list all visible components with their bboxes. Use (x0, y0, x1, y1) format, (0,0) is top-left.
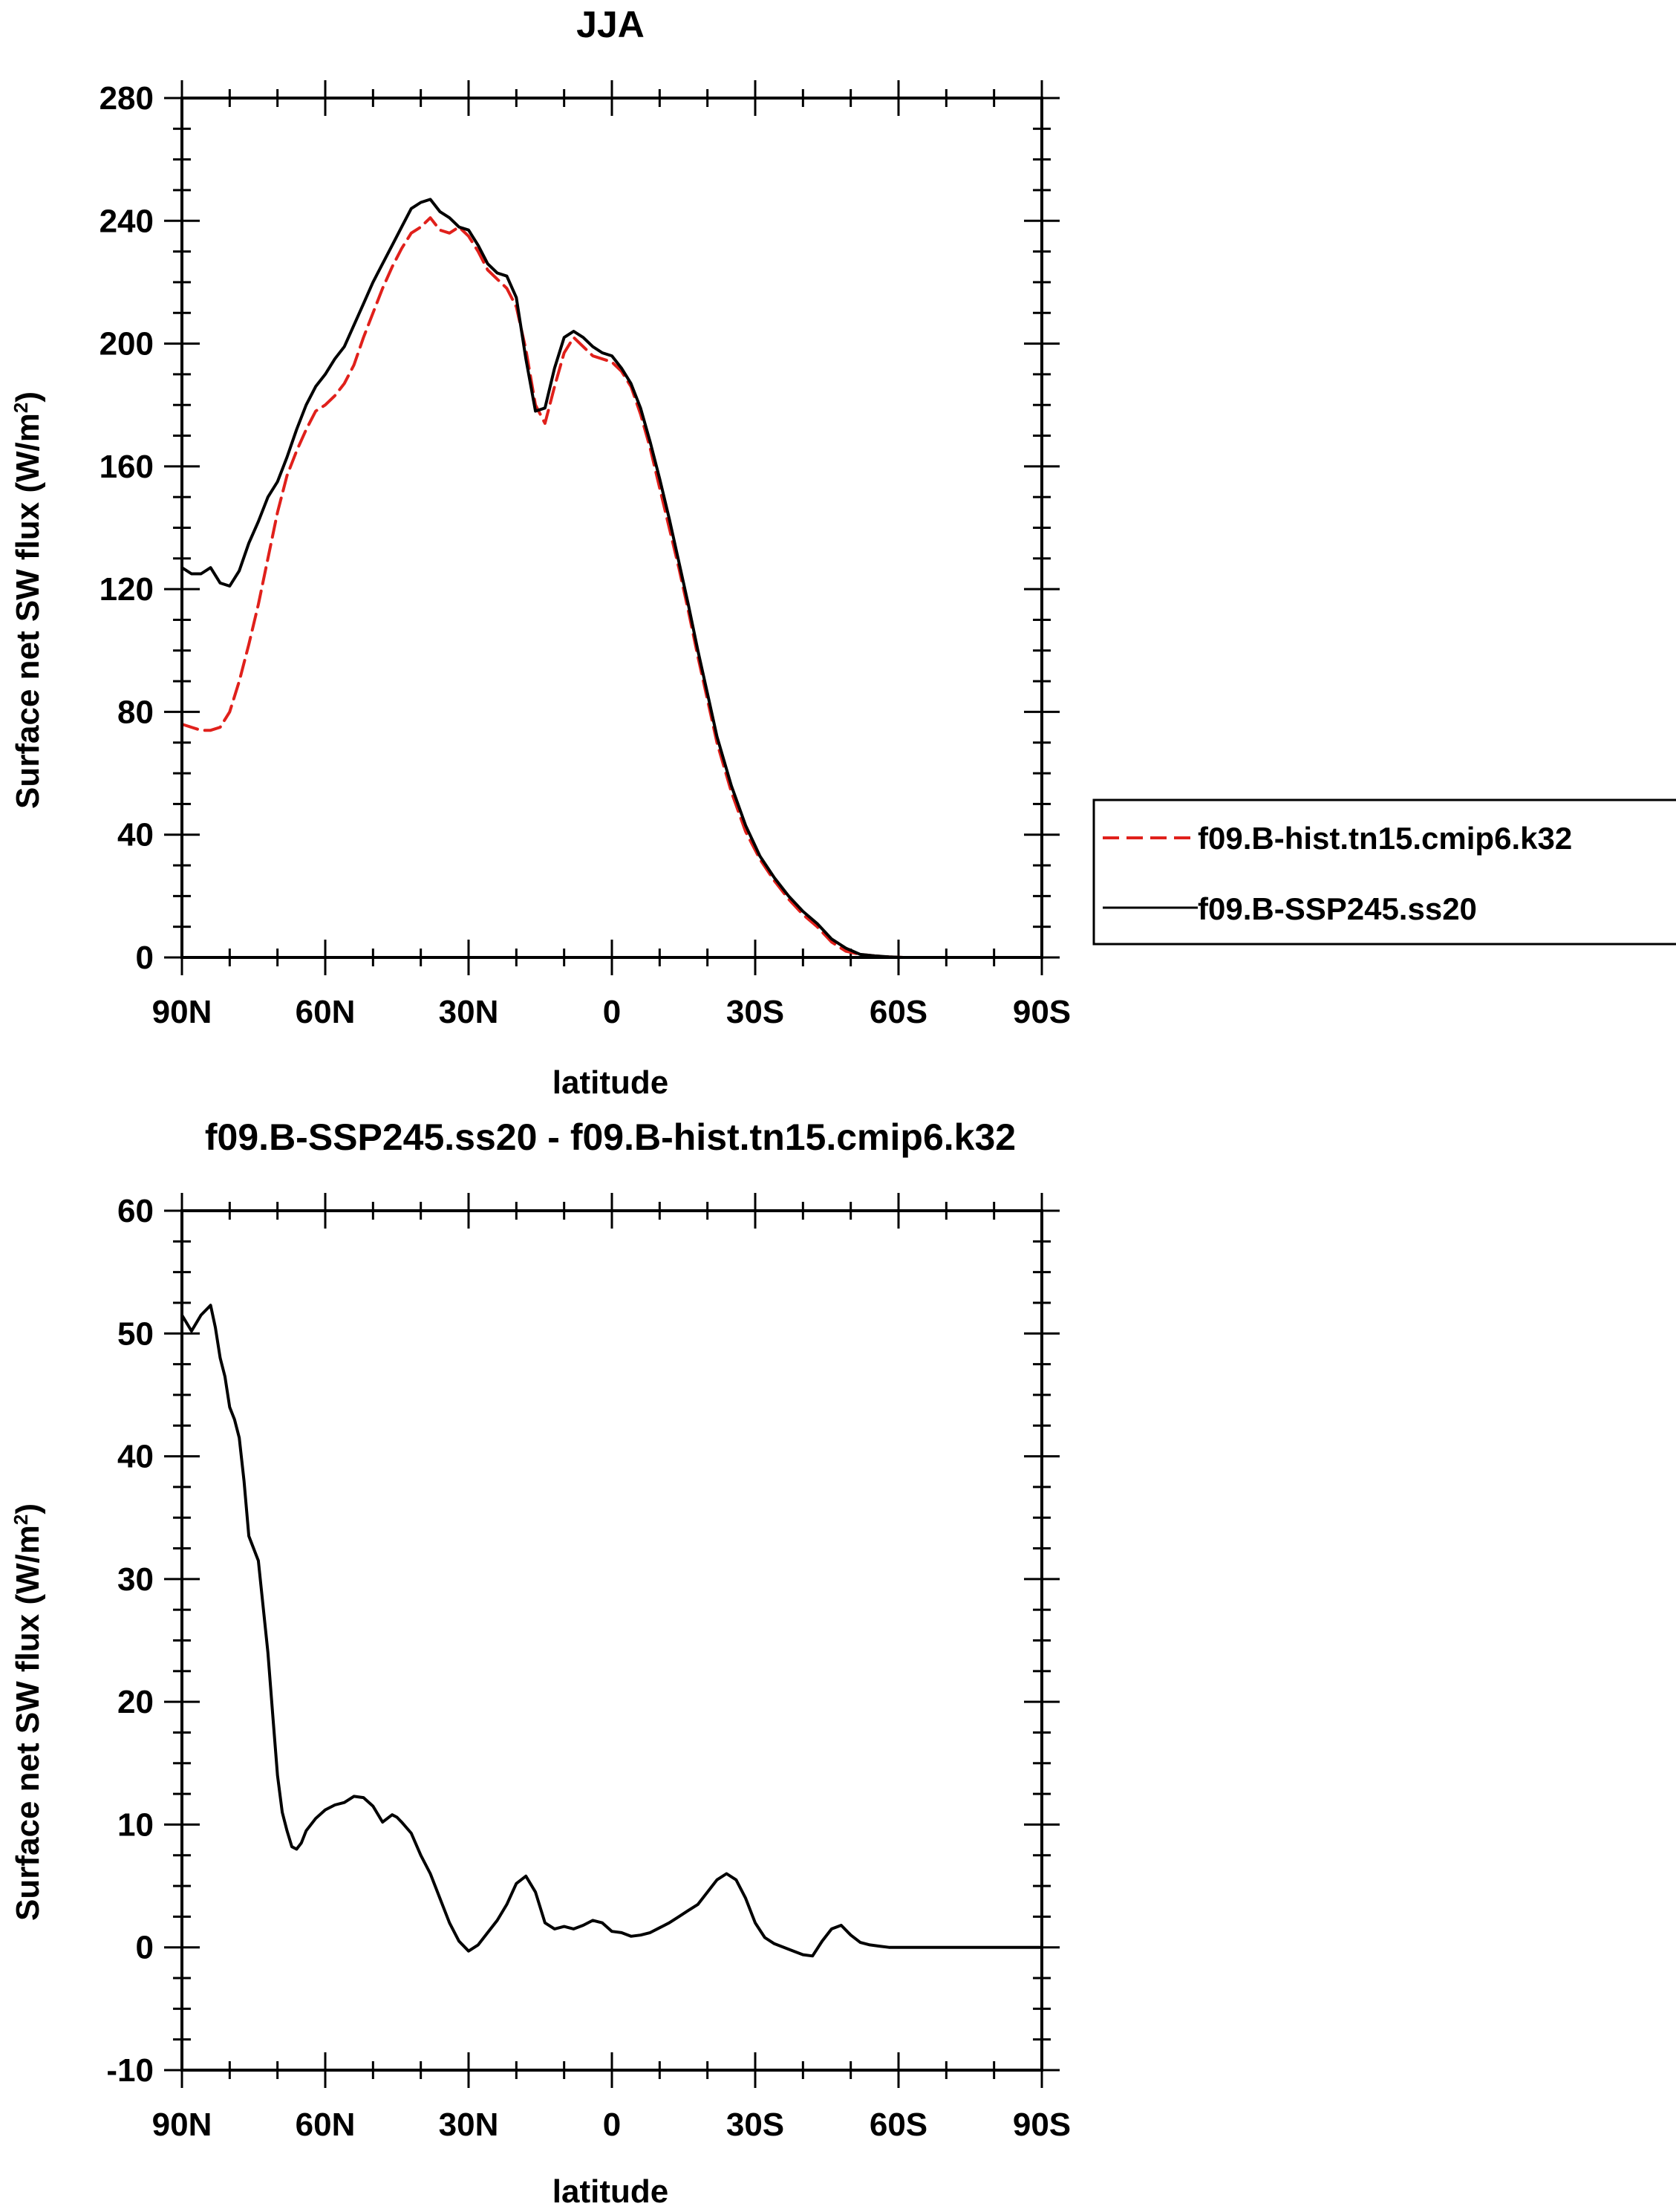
top-ytick-label: 240 (100, 203, 154, 239)
bottom-ytick-label: 40 (117, 1439, 154, 1475)
top-series-line-0 (180, 216, 1043, 959)
top-panel-x-axis-label: latitude (552, 1064, 668, 1101)
top-ytick-label: 280 (100, 80, 154, 117)
top-xtick-label: 60S (870, 994, 927, 1030)
bottom-xtick-label: 90N (152, 2107, 212, 2143)
top-xtick-label: 90N (152, 994, 212, 1030)
bottom-xtick-label: 30S (726, 2107, 784, 2143)
bottom-series-line-0 (180, 1304, 1043, 1958)
bottom-panel-tick-labels: -10 0 10 20 30 40 50 60 90N 60N 30N 0 30S 60S 90S (106, 1193, 1071, 2143)
top-ytick-label: 0 (136, 940, 154, 976)
bottom-panel-y-axis-label: Surface net SW flux (W/m2) (10, 1503, 46, 1921)
bottom-ytick-label: 30 (117, 1561, 154, 1598)
bottom-xtick-label: 30N (439, 2107, 499, 2143)
top-ytick-label: 80 (117, 694, 154, 730)
bottom-xtick-label: 0 (603, 2107, 621, 2143)
bottom-ytick-label: 50 (117, 1315, 154, 1352)
top-panel-legend: f09.B-hist.tn15.cmip6.k32 f09.B-SSP245.s… (1092, 798, 1676, 946)
top-panel-tick-labels: 0 40 80 120 160 200 240 280 90N 60N 30N 0 30S 60S 90S (100, 80, 1072, 1030)
top-ytick-label: 120 (100, 571, 154, 608)
top-panel-title: JJA (576, 4, 645, 45)
top-ytick-label: 40 (117, 817, 154, 853)
bottom-xtick-label: 60N (296, 2107, 356, 2143)
top-ytick-label: 200 (100, 326, 154, 362)
legend-box (1092, 798, 1676, 946)
top-xtick-label: 90S (1013, 994, 1071, 1030)
bottom-xtick-label: 90S (1013, 2107, 1071, 2143)
legend-label-hist: f09.B-hist.tn15.cmip6.k32 (1198, 821, 1572, 856)
top-xtick-label: 30S (726, 994, 784, 1030)
bottom-panel-x-axis-label: latitude (552, 2173, 668, 2210)
bottom-ytick-label: 10 (117, 1806, 154, 1843)
top-panel-y-axis-label: Surface net SW flux (W/m2) (10, 391, 46, 809)
top-panel: JJA Surface net SW flux (W/m2) latitude … (10, 4, 1676, 1101)
top-ytick-label: 160 (100, 449, 154, 485)
bottom-panel: f09.B-SSP245.ss20 - f09.B-hist.tn15.cmip… (10, 1116, 1071, 2210)
top-xtick-label: 0 (603, 994, 621, 1030)
bottom-xtick-label: 60S (870, 2107, 927, 2143)
bottom-ytick-label: 20 (117, 1684, 154, 1720)
bottom-panel-plot-frame (180, 1209, 1043, 2072)
bottom-ytick-label: 0 (136, 1930, 154, 1966)
legend-label-ssp245: f09.B-SSP245.ss20 (1198, 891, 1477, 926)
bottom-panel-title: f09.B-SSP245.ss20 - f09.B-hist.tn15.cmip… (205, 1116, 1016, 1158)
top-series-line-1 (180, 198, 1043, 959)
bottom-ytick-label: 60 (117, 1193, 154, 1229)
top-xtick-label: 30N (439, 994, 499, 1030)
bottom-ytick-label: -10 (106, 2052, 154, 2089)
bottom-panel-series (180, 1304, 1043, 1958)
top-panel-plot-frame (180, 97, 1043, 959)
top-panel-series (180, 198, 1043, 959)
top-xtick-label: 60N (296, 994, 356, 1030)
